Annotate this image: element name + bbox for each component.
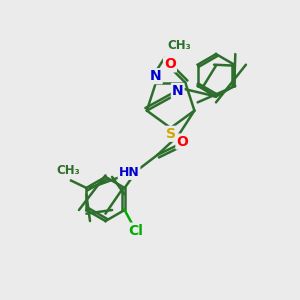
Text: CH₃: CH₃ (56, 164, 80, 177)
Text: N: N (150, 69, 162, 83)
Text: N: N (172, 84, 184, 98)
Text: O: O (176, 134, 188, 148)
Text: O: O (164, 57, 176, 71)
Text: Cl: Cl (128, 224, 143, 238)
Text: HN: HN (119, 166, 140, 179)
Text: CH₃: CH₃ (167, 39, 191, 52)
Text: S: S (166, 127, 176, 141)
